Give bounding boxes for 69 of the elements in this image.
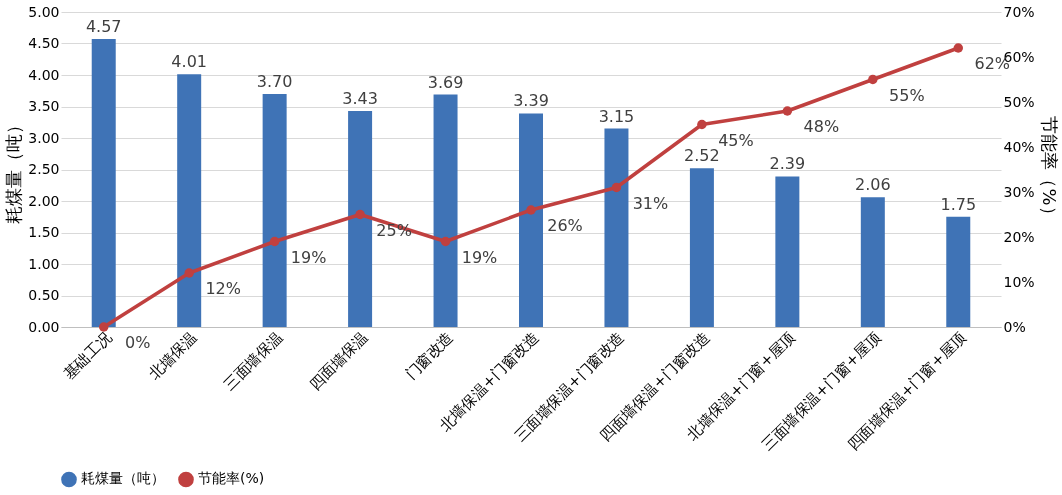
data-label: 19% xyxy=(461,247,498,267)
point xyxy=(697,119,707,130)
point xyxy=(184,268,194,278)
y-tick-label: 5.00 xyxy=(28,3,60,20)
point xyxy=(355,209,365,220)
bar xyxy=(946,216,971,327)
y2-tick-label: 50% xyxy=(1003,93,1035,110)
data-label: 31% xyxy=(632,193,669,213)
y-tick-label: 1.50 xyxy=(28,224,60,240)
point xyxy=(782,106,793,116)
point xyxy=(611,182,622,193)
data-label: 26% xyxy=(547,216,583,235)
x-tick-label: 三面墙保温 xyxy=(220,328,286,394)
y-tick-label: 2.50 xyxy=(28,161,60,177)
x-tick-label: 基础工况 xyxy=(59,328,116,384)
y-axis-title: 耗煤量（吨） xyxy=(3,116,25,224)
data-label: 3.69 xyxy=(427,72,464,92)
bar xyxy=(262,93,287,327)
y-tick-label: 0.00 xyxy=(28,318,60,335)
y-tick-label: 0.50 xyxy=(28,287,60,303)
data-label: 4.01 xyxy=(171,52,207,72)
bar xyxy=(604,128,629,327)
data-label: 3.43 xyxy=(342,88,378,108)
y2-tick-label: 40% xyxy=(1003,138,1035,155)
bar xyxy=(860,197,885,327)
y-tick-label: 3.50 xyxy=(28,98,60,114)
bar xyxy=(433,94,458,327)
x-tick-label: 门窗改造 xyxy=(401,328,457,384)
point xyxy=(953,43,964,53)
data-label: 25% xyxy=(376,220,412,240)
bar xyxy=(519,113,543,327)
point xyxy=(526,205,536,215)
y-tick-label: 1.00 xyxy=(28,255,60,272)
legend-label: 节能率(%) xyxy=(198,470,265,487)
data-label: 3.15 xyxy=(598,106,635,126)
data-label: 12% xyxy=(205,279,241,298)
y-tick-label: 3.00 xyxy=(28,129,60,146)
point xyxy=(868,74,878,85)
bar xyxy=(689,168,714,327)
y-tick-label: 4.50 xyxy=(28,35,60,51)
point xyxy=(440,236,451,247)
data-label: 2.06 xyxy=(855,175,891,195)
data-label: 4.57 xyxy=(85,17,122,37)
data-label: 48% xyxy=(803,117,840,136)
point xyxy=(269,236,280,247)
y2-axis-title: 节能率（%） xyxy=(1038,116,1060,224)
data-label: 2.52 xyxy=(684,146,720,166)
data-label: 0% xyxy=(125,333,151,352)
legend-label: 耗煤量（吨） xyxy=(81,470,165,487)
data-label: 3.39 xyxy=(513,91,549,111)
bar xyxy=(91,39,116,327)
bar xyxy=(348,110,373,327)
y2-tick-label: 30% xyxy=(1003,183,1035,200)
x-tick-label: 四面墙保温 xyxy=(305,328,372,394)
point xyxy=(98,322,109,332)
data-label: 19% xyxy=(290,247,327,267)
y-tick-label: 2.00 xyxy=(28,192,60,209)
y2-tick-label: 0% xyxy=(1003,318,1026,335)
y2-tick-label: 10% xyxy=(1003,273,1035,290)
y-tick-label: 4.00 xyxy=(28,66,60,83)
data-label: 1.75 xyxy=(940,194,977,214)
y2-tick-label: 70% xyxy=(1003,3,1035,20)
data-label: 55% xyxy=(889,85,925,105)
data-label: 3.70 xyxy=(256,71,293,91)
data-label: 45% xyxy=(718,130,754,150)
data-label: 2.39 xyxy=(769,154,806,174)
y2-tick-label: 20% xyxy=(1003,228,1035,245)
bar xyxy=(177,74,202,327)
bar xyxy=(775,176,800,327)
